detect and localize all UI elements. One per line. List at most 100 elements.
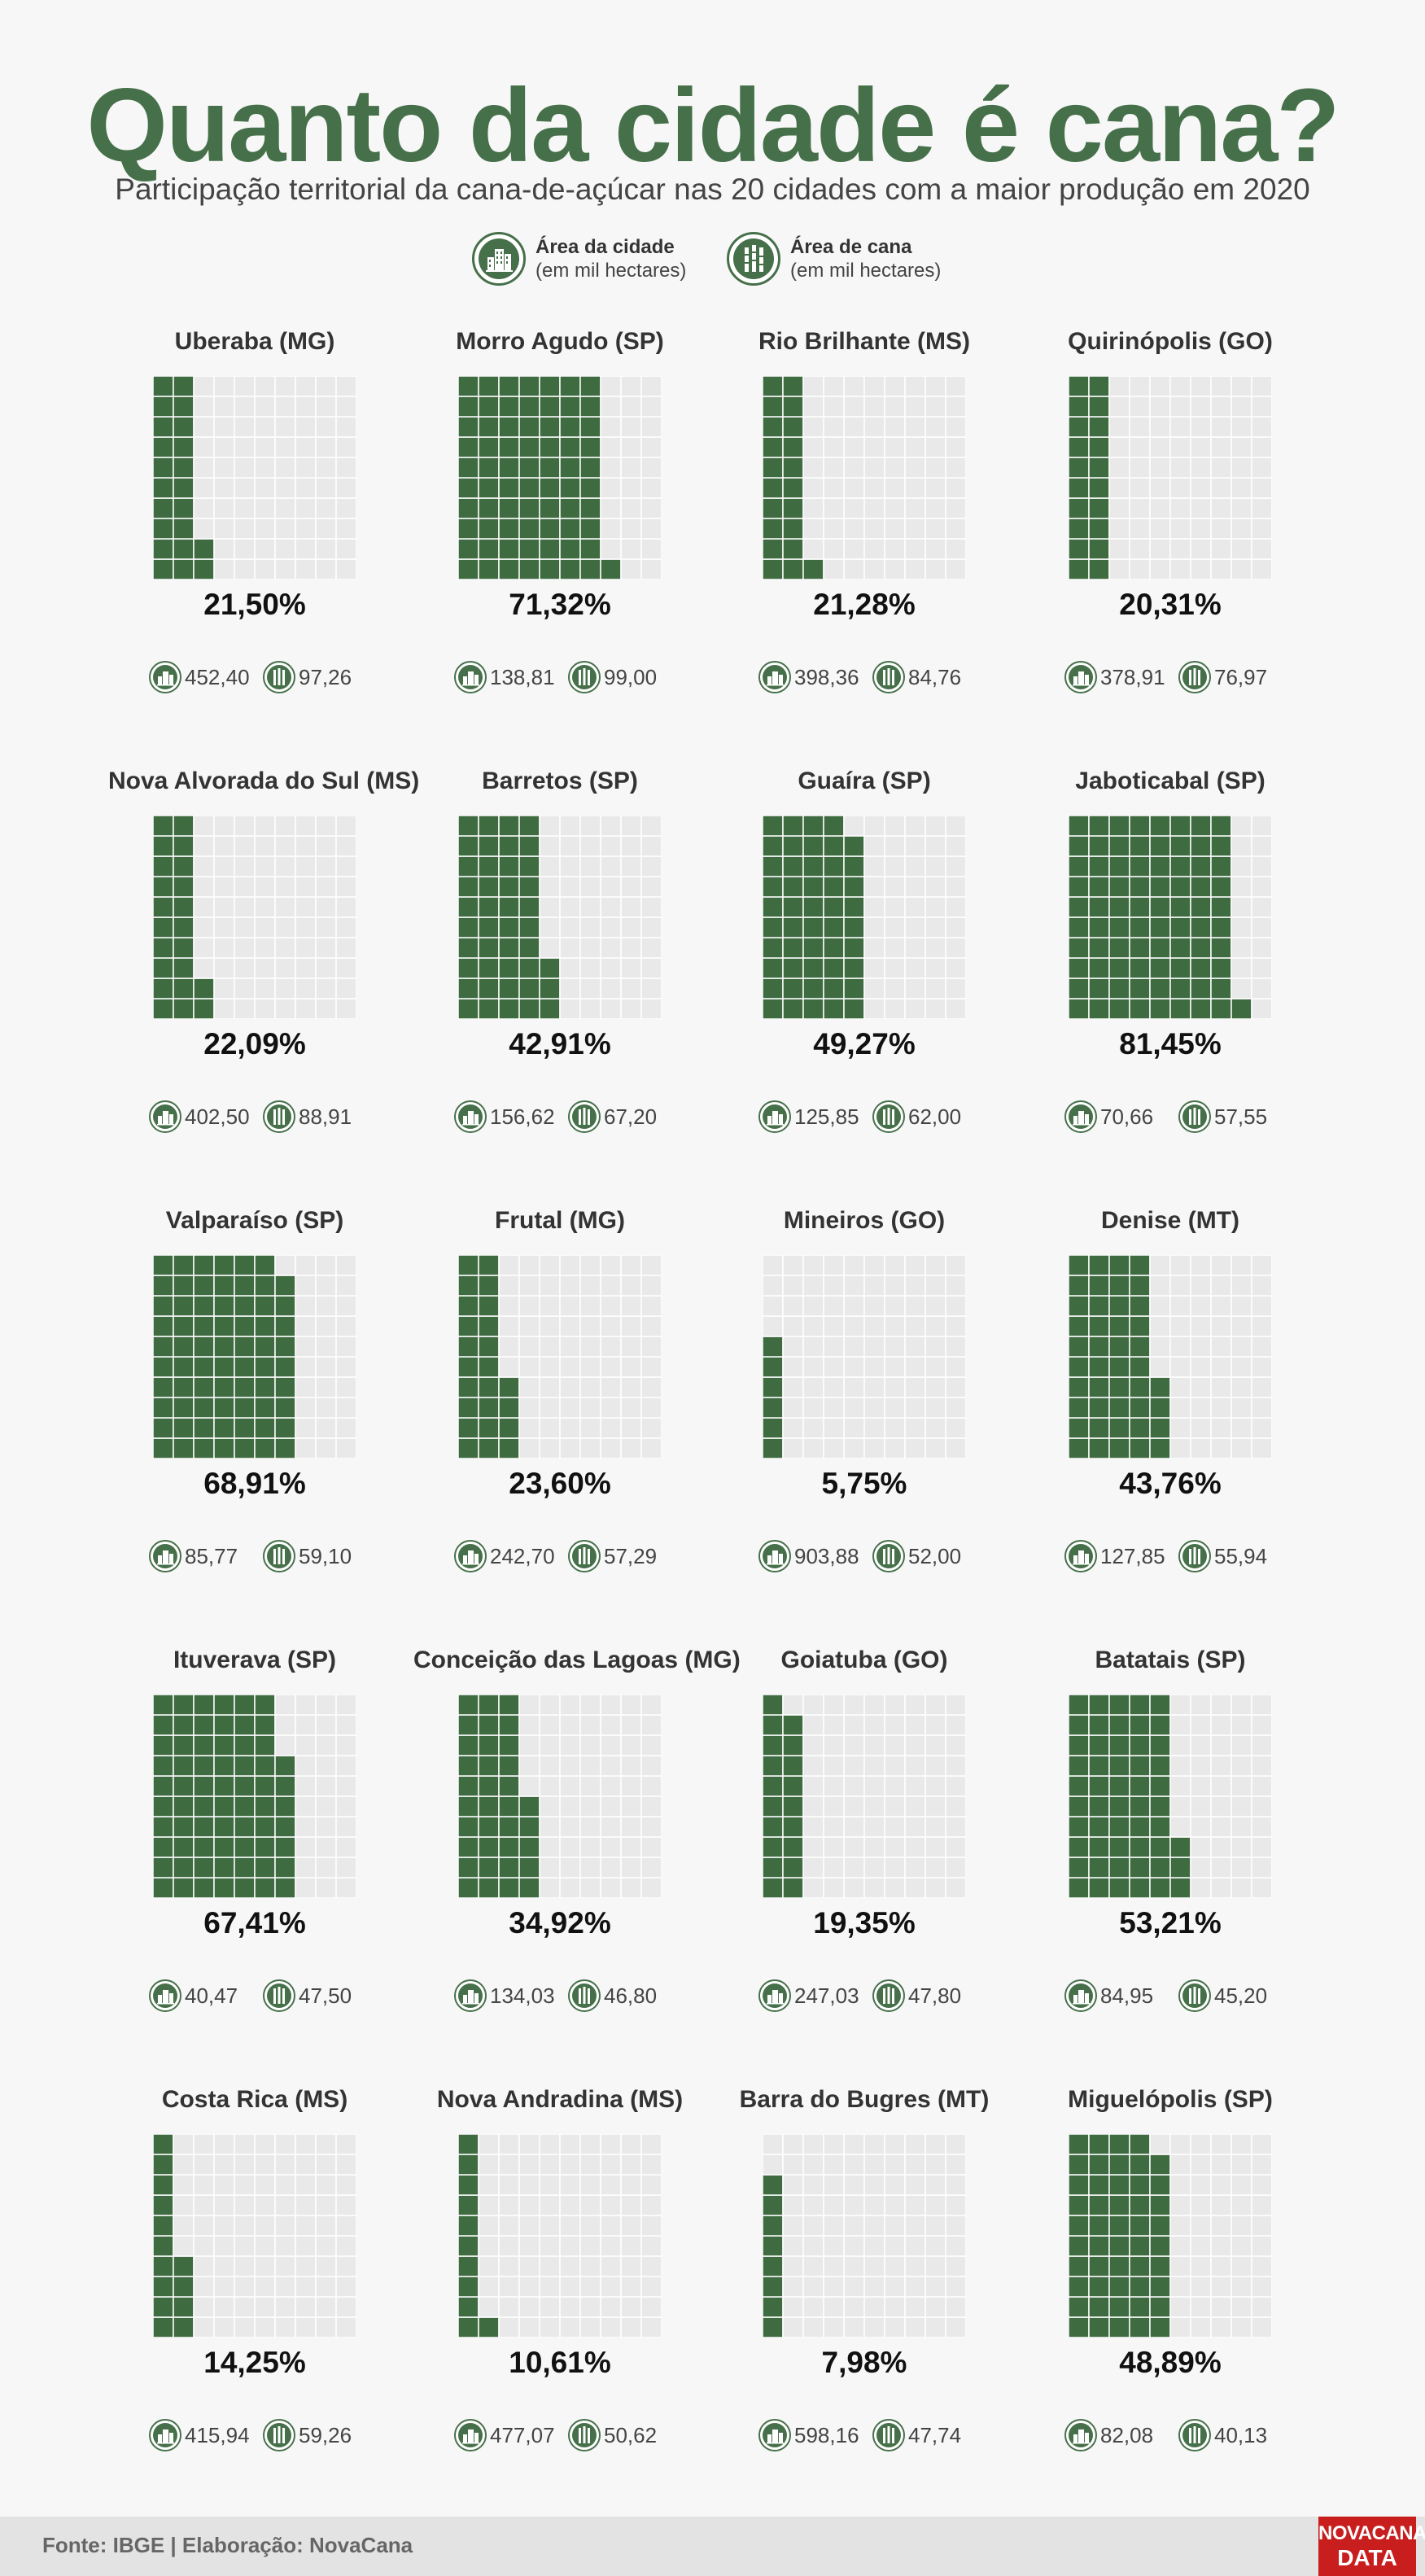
waffle-cell-filled (763, 1816, 784, 1838)
waffle-cell-filled (1169, 896, 1191, 918)
waffle-cell-empty (1190, 2154, 1212, 2176)
waffle-cell-empty (295, 998, 317, 1019)
waffle-cell-empty (782, 1397, 804, 1419)
waffle-cell-filled (1108, 2235, 1130, 2257)
waffle-cell-filled (498, 1795, 520, 1817)
waffle-cell-filled (782, 1734, 804, 1756)
waffle-cell-empty (1251, 1816, 1272, 1838)
waffle-cell-empty (1230, 876, 1252, 898)
waffle-cell-filled (1088, 816, 1110, 837)
waffle-cell-empty (518, 1295, 540, 1317)
waffle-cell-empty (295, 896, 317, 918)
waffle-cell-empty (904, 2215, 926, 2237)
waffle-cell-filled (763, 1857, 784, 1878)
waffle-cell-empty (782, 1336, 804, 1358)
waffle-cell-filled (478, 876, 500, 898)
waffle-cell-empty (945, 436, 966, 458)
waffle-cell-empty (1251, 477, 1272, 499)
waffle-cell-empty (884, 2255, 906, 2277)
waffle-grid (1069, 816, 1272, 1019)
waffle-cell-empty (559, 1836, 581, 1858)
area-metrics: 402,50 88,91 (108, 1100, 401, 1136)
waffle-cell-empty (884, 2194, 906, 2216)
sugarcane-icon (568, 1540, 601, 1572)
waffle-cell-filled (1069, 2316, 1090, 2338)
waffle-cell-filled (193, 1795, 215, 1817)
waffle-cell-empty (234, 518, 256, 540)
waffle-cell-empty (925, 558, 946, 579)
waffle-cell-empty (579, 957, 601, 979)
waffle-cell-filled (1129, 957, 1151, 979)
waffle-cell-filled (153, 1734, 174, 1756)
waffle-grid (458, 2134, 662, 2338)
area-metrics: 242,70 57,29 (413, 1540, 706, 1576)
waffle-cell-empty (863, 1836, 885, 1858)
waffle-cell-filled (1108, 957, 1130, 979)
waffle-cell-filled (153, 376, 174, 397)
waffle-cell-empty (518, 1734, 540, 1756)
cane-share-percent: 68,91% (203, 1467, 306, 1500)
waffle-cell-empty (478, 2154, 500, 2176)
waffle-cell-empty (620, 937, 642, 959)
waffle-cell-empty (518, 2215, 540, 2237)
waffle-cell-empty (559, 2296, 581, 2318)
waffle-cell-empty (274, 916, 296, 938)
waffle-cell-empty (904, 1397, 926, 1419)
waffle-cell-filled (518, 376, 540, 397)
waffle-cell-empty (254, 376, 276, 397)
waffle-cell-empty (843, 1397, 865, 1419)
waffle-cell-empty (640, 457, 662, 479)
waffle-cell-empty (823, 457, 845, 479)
waffle-cell-empty (579, 2296, 601, 2318)
waffle-cell-filled (153, 2174, 174, 2196)
waffle-cell-empty (274, 1695, 296, 1716)
waffle-cell-filled (234, 1836, 256, 1858)
waffle-cell-empty (1251, 497, 1272, 519)
waffle-cell-empty (335, 816, 356, 837)
city-panel: Jaboticabal (SP) 81,45% 70,66 57,55 (1024, 765, 1317, 1188)
waffle-cell-filled (153, 396, 174, 418)
waffle-cell-filled (478, 518, 500, 540)
waffle-cell-empty (539, 2255, 561, 2277)
waffle-cell-empty (335, 1336, 356, 1358)
waffle-cell-empty (295, 957, 317, 979)
waffle-cell-empty (193, 816, 215, 837)
waffle-cell-empty (579, 1275, 601, 1297)
waffle-cell-empty (823, 2194, 845, 2216)
waffle-cell-empty (295, 1417, 317, 1439)
waffle-cell-empty (234, 2174, 256, 2196)
waffle-cell-filled (763, 896, 784, 918)
waffle-cell-empty (1169, 1695, 1191, 1716)
waffle-cell-empty (843, 538, 865, 560)
waffle-cell-empty (600, 1295, 622, 1317)
waffle-cell-filled (1108, 2255, 1130, 2277)
waffle-cell-filled (1190, 937, 1212, 959)
waffle-cell-empty (478, 2194, 500, 2216)
waffle-cell-empty (823, 1356, 845, 1378)
waffle-cell-filled (518, 957, 540, 979)
waffle-cell-empty (234, 855, 256, 877)
waffle-cell-filled (478, 538, 500, 560)
waffle-cell-empty (539, 2276, 561, 2298)
area-metrics: 125,85 62,00 (718, 1100, 1011, 1136)
waffle-cell-empty (315, 1376, 337, 1398)
waffle-cell-filled (518, 558, 540, 579)
waffle-cell-filled (173, 957, 195, 979)
waffle-cell-empty (945, 1417, 966, 1439)
waffle-cell-empty (600, 855, 622, 877)
waffle-cell-empty (843, 497, 865, 519)
waffle-grid (1069, 1695, 1272, 1898)
waffle-cell-filled (1149, 2194, 1171, 2216)
waffle-cell-filled (1230, 998, 1252, 1019)
waffle-cell-empty (1210, 1714, 1232, 1736)
waffle-cell-empty (315, 2235, 337, 2257)
waffle-cell-empty (884, 538, 906, 560)
waffle-cell-empty (1230, 1336, 1252, 1358)
waffle-cell-filled (763, 2215, 784, 2237)
city-buildings-icon (149, 1979, 181, 2012)
waffle-cell-filled (234, 1795, 256, 1817)
waffle-cell-empty (782, 2276, 804, 2298)
waffle-cell-filled (1169, 855, 1191, 877)
waffle-cell-empty (559, 876, 581, 898)
waffle-cell-filled (1149, 916, 1171, 938)
